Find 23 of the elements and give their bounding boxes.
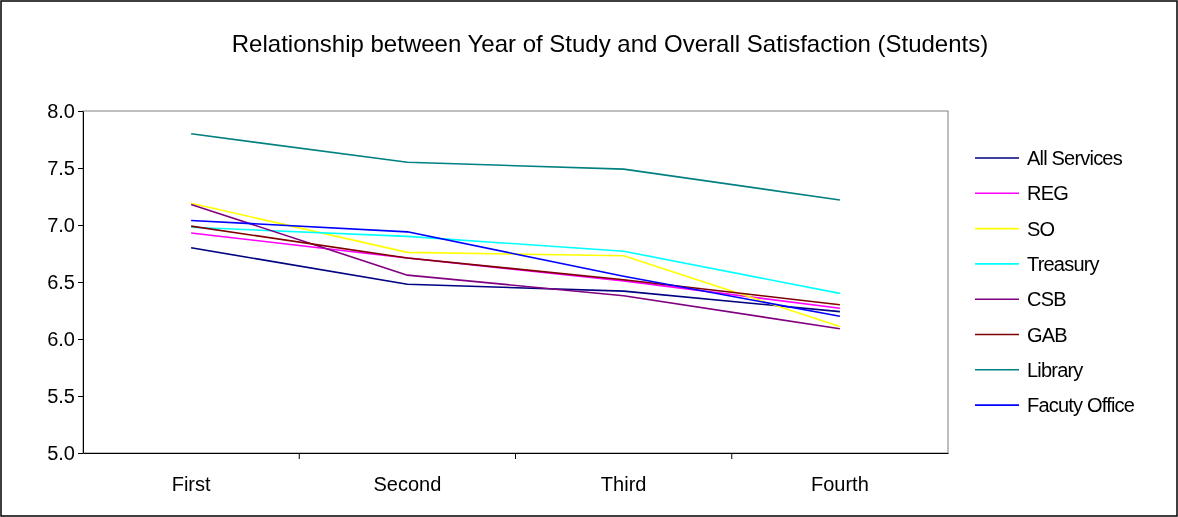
line-series xyxy=(190,133,841,201)
y-tick-label: 7.5 xyxy=(47,156,75,179)
line-series xyxy=(190,219,841,317)
legend-label: CSB xyxy=(1027,288,1067,311)
y-tick-label: 5.0 xyxy=(47,441,75,464)
x-tick-label: First xyxy=(171,473,211,496)
legend-label: Facuty Office xyxy=(1027,394,1135,417)
legend-label: GAB xyxy=(1027,323,1068,346)
legend-label: Library xyxy=(1027,358,1084,381)
chart-title: Relationship between Year of Study and Overall Satisfaction (Students) xyxy=(231,30,989,57)
legend-label: REG xyxy=(1027,182,1069,205)
y-tick-label: 7.0 xyxy=(47,213,75,236)
y-tick-label: 8.0 xyxy=(47,99,75,122)
legend-label: All Services xyxy=(1027,147,1123,169)
legend-label: Treasury xyxy=(1027,252,1100,275)
x-tick-label: Fourth xyxy=(810,473,869,496)
x-tick-label: Second xyxy=(373,473,442,496)
y-tick-label: 5.5 xyxy=(47,384,75,407)
y-tick-label: 6.5 xyxy=(47,270,75,293)
legend-label: SO xyxy=(1027,217,1055,240)
y-tick-label: 6.0 xyxy=(47,327,75,350)
line-series xyxy=(190,247,841,313)
x-tick-label: Third xyxy=(600,473,647,496)
